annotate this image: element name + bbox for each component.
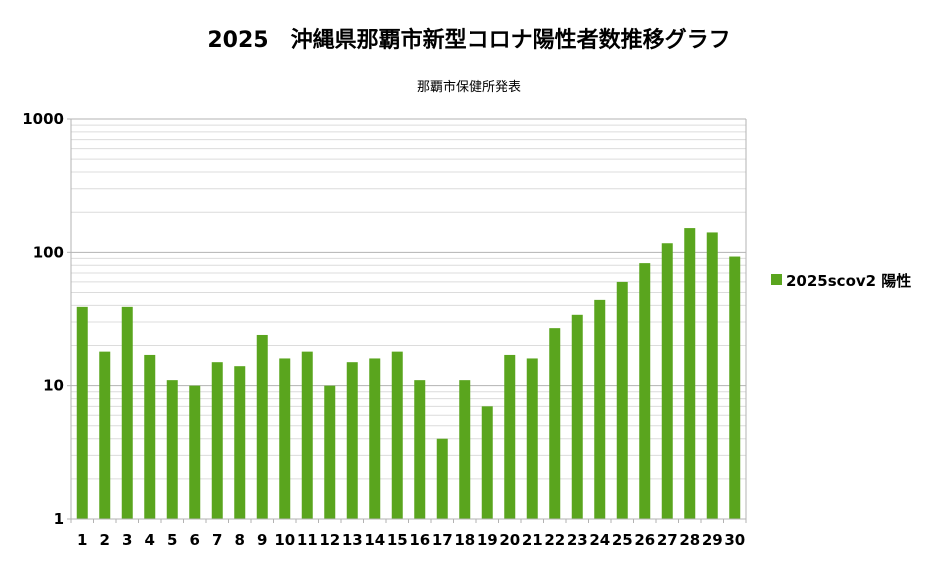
bar bbox=[99, 351, 111, 519]
x-tick-label: 28 bbox=[679, 531, 700, 549]
bar bbox=[166, 380, 178, 519]
bar bbox=[144, 354, 156, 519]
bar bbox=[121, 306, 133, 519]
bar bbox=[279, 358, 291, 519]
x-tick-label: 14 bbox=[364, 531, 385, 549]
x-tick-label: 9 bbox=[257, 531, 267, 549]
x-tick-label: 6 bbox=[190, 531, 200, 549]
bar bbox=[571, 314, 583, 519]
x-tick-label: 19 bbox=[477, 531, 498, 549]
legend: 2025scov2 陽性 bbox=[771, 272, 911, 290]
x-tick-label: 23 bbox=[567, 531, 588, 549]
bar bbox=[346, 362, 358, 519]
x-tick-label: 1 bbox=[77, 531, 87, 549]
x-tick-label: 5 bbox=[167, 531, 177, 549]
x-tick-label: 3 bbox=[122, 531, 132, 549]
bar bbox=[369, 358, 381, 519]
x-tick-label: 10 bbox=[274, 531, 295, 549]
x-tick-label: 26 bbox=[634, 531, 655, 549]
bar bbox=[211, 362, 223, 519]
legend-label: 2025scov2 陽性 bbox=[786, 272, 911, 290]
bar bbox=[256, 334, 268, 519]
bar bbox=[459, 380, 471, 519]
x-tick-label: 8 bbox=[235, 531, 245, 549]
bar bbox=[301, 351, 313, 519]
x-tick-label: 16 bbox=[409, 531, 430, 549]
bar bbox=[234, 366, 246, 519]
bar bbox=[594, 299, 606, 519]
bars bbox=[76, 228, 741, 520]
bar bbox=[526, 358, 538, 519]
bar bbox=[661, 243, 673, 519]
bar bbox=[76, 306, 88, 519]
bar bbox=[436, 438, 448, 519]
x-tick-label: 15 bbox=[387, 531, 408, 549]
legend-swatch bbox=[771, 274, 782, 285]
chart-title: 2025 沖縄県那覇市新型コロナ陽性者数推移グラフ bbox=[207, 27, 730, 53]
x-tick-label: 13 bbox=[342, 531, 363, 549]
x-tick-label: 4 bbox=[145, 531, 155, 549]
y-tick-label: 1 bbox=[54, 510, 64, 528]
bar bbox=[684, 228, 696, 519]
x-tick-label: 29 bbox=[702, 531, 723, 549]
bar bbox=[639, 263, 651, 519]
bar bbox=[616, 281, 628, 519]
x-tick-label: 25 bbox=[612, 531, 633, 549]
bar bbox=[706, 232, 718, 520]
x-tick-label: 20 bbox=[499, 531, 520, 549]
chart-subtitle: 那覇市保健所発表 bbox=[417, 79, 521, 95]
x-tick-label: 7 bbox=[212, 531, 222, 549]
bar bbox=[414, 380, 426, 519]
x-tick-label: 27 bbox=[657, 531, 678, 549]
y-tick-labels: 1 10 100 1000 bbox=[22, 110, 64, 528]
bar bbox=[504, 354, 516, 519]
x-tick-label: 30 bbox=[724, 531, 745, 549]
y-tick-label: 1000 bbox=[22, 110, 64, 128]
x-tick-label: 21 bbox=[522, 531, 543, 549]
x-tick-label: 22 bbox=[544, 531, 565, 549]
bar bbox=[729, 256, 741, 519]
x-tick-labels: 1 2 3 4 5 6 7 8 9 10 11 12 13 14 15 16 17 18 19 20 21 22 23 24 2… bbox=[77, 531, 745, 549]
bar bbox=[324, 385, 336, 519]
y-tick-label: 100 bbox=[33, 243, 64, 261]
x-tick-label: 24 bbox=[589, 531, 610, 549]
bar bbox=[189, 385, 201, 519]
bar bbox=[549, 328, 561, 519]
y-tick-label: 10 bbox=[43, 377, 64, 395]
bar bbox=[391, 351, 403, 519]
x-tick-label: 11 bbox=[297, 531, 318, 549]
bar bbox=[481, 406, 493, 519]
x-tick-label: 17 bbox=[432, 531, 453, 549]
x-tick-label: 18 bbox=[454, 531, 475, 549]
x-tick-label: 12 bbox=[319, 531, 340, 549]
x-tick-label: 2 bbox=[100, 531, 110, 549]
axes bbox=[67, 118, 747, 523]
